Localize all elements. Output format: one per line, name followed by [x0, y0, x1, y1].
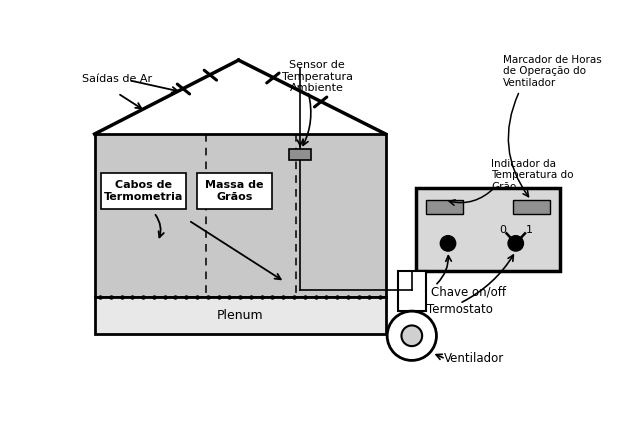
Bar	[416, 188, 560, 271]
Bar	[427, 200, 463, 214]
Circle shape	[508, 236, 523, 251]
FancyBboxPatch shape	[197, 173, 272, 209]
Bar	[398, 271, 425, 311]
Text: Chave on/off: Chave on/off	[431, 286, 506, 299]
Bar	[94, 134, 385, 297]
Text: Cabos de
Termometria: Cabos de Termometria	[104, 180, 184, 202]
Bar	[289, 149, 311, 160]
Circle shape	[401, 326, 422, 346]
Circle shape	[387, 311, 436, 360]
Text: Marcador de Horas
de Operação do
Ventilador: Marcador de Horas de Operação do Ventila…	[503, 55, 601, 88]
Text: Indicador da
Temperatura do
Grão: Indicador da Temperatura do Grão	[491, 159, 573, 192]
Bar	[94, 297, 385, 334]
Bar	[513, 200, 549, 214]
Text: Ventilador: Ventilador	[444, 352, 505, 365]
Text: Termostato: Termostato	[427, 304, 493, 316]
Text: Plenum: Plenum	[216, 309, 263, 322]
Text: 1: 1	[525, 225, 532, 235]
Circle shape	[441, 236, 456, 251]
FancyBboxPatch shape	[101, 173, 186, 209]
Text: Sensor de
Temperatura
Ambiente: Sensor de Temperatura Ambiente	[282, 60, 353, 93]
Text: 0: 0	[499, 225, 506, 235]
Text: Massa de
Grãos: Massa de Grãos	[206, 180, 264, 202]
Text: Saídas de Ar: Saídas de Ar	[82, 74, 153, 84]
